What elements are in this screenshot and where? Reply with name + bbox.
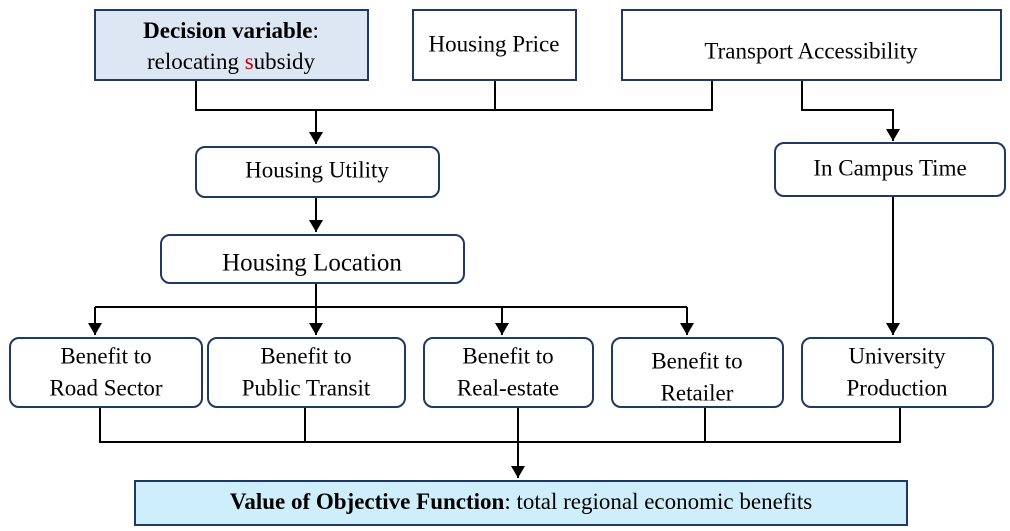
objective-text: Value of Objective Function: total regio…: [230, 489, 812, 514]
node-label: Housing Price: [429, 31, 560, 56]
node-housing-utility: Housing Utility: [195, 146, 440, 198]
node-box: [195, 146, 440, 198]
node-box: [621, 9, 1002, 81]
node-line: Retailer: [661, 380, 734, 405]
objective-rest: : total regional economic benefits: [504, 489, 812, 514]
node-line: Real-estate: [457, 375, 559, 400]
node-label: Housing Utility: [245, 157, 389, 182]
node-line: Road Sector: [49, 375, 162, 400]
objective-title: Value of Objective Function: [230, 489, 505, 514]
node-line: Public Transit: [242, 375, 371, 400]
node-text-part: relocating: [147, 49, 245, 74]
node-box: [611, 337, 784, 408]
node-line: Benefit to: [260, 343, 351, 368]
node-box: [801, 337, 994, 408]
node-housing-location: Housing Location: [160, 234, 465, 284]
node-line: Production: [847, 375, 948, 400]
connectors: [88, 80, 901, 478]
node-text: relocating subsidy: [147, 49, 316, 74]
arrow: [801, 80, 900, 141]
node-box: [423, 337, 594, 408]
node-box: [774, 142, 1006, 197]
node-line: University: [848, 343, 946, 368]
node-box: [9, 337, 203, 408]
node-label: In Campus Time: [813, 155, 966, 180]
node-title-suffix: :: [312, 18, 318, 43]
node-line: Benefit to: [60, 343, 151, 368]
node-title: Decision variable: [143, 18, 312, 43]
node-label: Housing Location: [222, 250, 402, 277]
benefit-nodes: Benefit to Road Sector Benefit to Public…: [9, 337, 994, 408]
node-text-part: ubsidy: [254, 49, 316, 74]
node-box: [207, 337, 406, 408]
node-text-part: s: [245, 49, 254, 74]
objective-box: [134, 480, 908, 526]
merge-line: [195, 80, 713, 111]
node-box: [160, 234, 465, 284]
split-line: [95, 283, 687, 308]
node-line: Benefit to: [462, 343, 553, 368]
merge-line: [99, 407, 901, 443]
node-box: [94, 9, 369, 81]
node-decision: Decision variable: relocating subsidy: [94, 9, 369, 81]
node-transport: Transport Accessibility: [621, 9, 1002, 81]
objective: Value of Objective Function: total regio…: [134, 480, 908, 526]
node-box: [412, 9, 577, 81]
node-campus-time: In Campus Time: [774, 142, 1006, 197]
node-line: Benefit to: [651, 348, 742, 373]
node-label: Transport Accessibility: [704, 38, 918, 63]
node-text: Decision variable:: [143, 18, 319, 43]
node-housing-price: Housing Price: [412, 9, 577, 81]
